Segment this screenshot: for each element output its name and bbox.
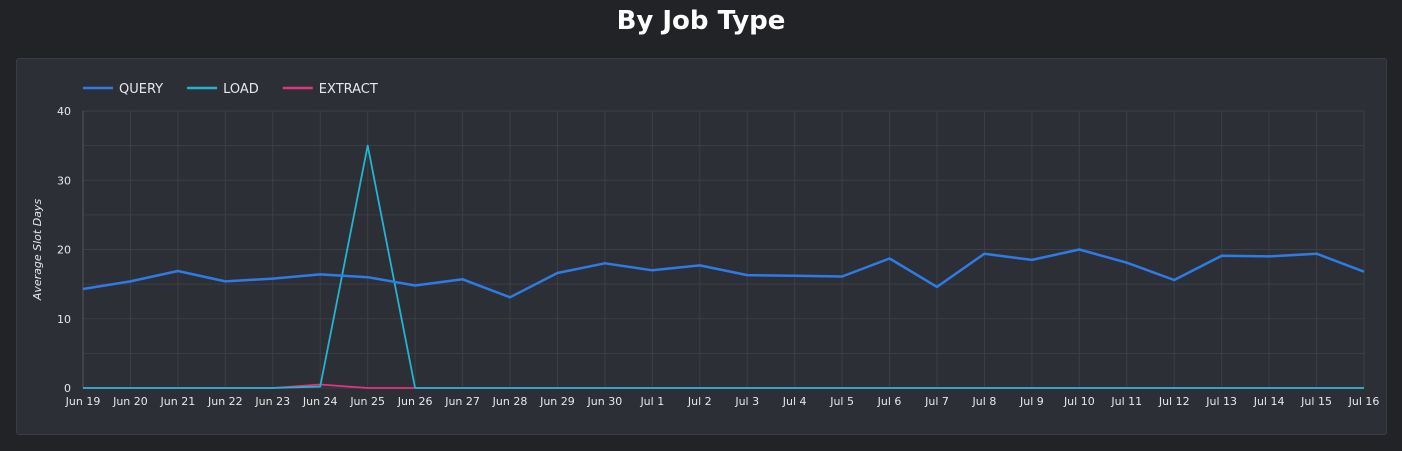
x-tick-label: Jul 7 bbox=[924, 395, 949, 408]
y-tick-label: 10 bbox=[57, 313, 71, 326]
x-tick-label: Jun 21 bbox=[160, 395, 196, 408]
x-tick-label: Jul 10 bbox=[1063, 395, 1095, 408]
x-tick-label: Jul 12 bbox=[1158, 395, 1190, 408]
chart-grid bbox=[82, 110, 1365, 389]
x-tick-label: Jul 4 bbox=[782, 395, 807, 408]
x-tick-label: Jun 24 bbox=[302, 395, 338, 408]
x-tick-label: Jul 5 bbox=[829, 395, 854, 408]
x-tick-label: Jul 3 bbox=[734, 395, 759, 408]
y-axis-title: Average Slot Days bbox=[31, 199, 44, 302]
legend-label: EXTRACT bbox=[319, 82, 378, 97]
series-line-load bbox=[83, 144, 1364, 389]
legend-item-query[interactable]: QUERY bbox=[83, 82, 163, 97]
x-tick-label: Jun 28 bbox=[492, 395, 528, 408]
x-tick-label: Jun 20 bbox=[112, 395, 148, 408]
y-tick-label: 40 bbox=[57, 105, 71, 118]
x-tick-label: Jul 6 bbox=[877, 395, 902, 408]
x-tick-label: Jun 23 bbox=[254, 395, 290, 408]
y-tick-label: 30 bbox=[57, 174, 71, 187]
x-tick-label: Jul 15 bbox=[1300, 395, 1332, 408]
y-tick-label: 20 bbox=[57, 244, 71, 257]
legend-label: QUERY bbox=[119, 82, 163, 97]
x-tick-label: Jun 27 bbox=[444, 395, 480, 408]
legend-item-load[interactable]: LOAD bbox=[187, 82, 259, 97]
chart-legend: QUERY LOAD EXTRACT bbox=[83, 82, 378, 97]
x-tick-label: Jul 16 bbox=[1348, 395, 1380, 408]
x-tick-label: Jun 22 bbox=[207, 395, 243, 408]
chart-panel: 0 10 20 30 40 Jun 19 Jun 20 Jun 21 Jun 22 Jun 23 J… bbox=[16, 58, 1387, 435]
y-tick-label: 0 bbox=[64, 382, 71, 395]
x-tick-label: Jul 14 bbox=[1253, 395, 1285, 408]
legend-item-extract[interactable]: EXTRACT bbox=[282, 82, 378, 97]
x-tick-label: Jul 11 bbox=[1110, 395, 1142, 408]
x-tick-label: Jun 25 bbox=[349, 395, 385, 408]
x-tick-label: Jul 2 bbox=[687, 395, 712, 408]
legend-label: LOAD bbox=[223, 82, 259, 97]
x-tick-label: Jul 1 bbox=[639, 395, 664, 408]
series-line-query bbox=[82, 248, 1365, 299]
chart-title: By Job Type bbox=[616, 6, 786, 36]
x-tick-label: Jul 13 bbox=[1205, 395, 1237, 408]
x-tick-label: Jul 8 bbox=[972, 395, 997, 408]
x-tick-label: Jun 19 bbox=[65, 395, 101, 408]
line-chart: 0 10 20 30 40 Jun 19 Jun 20 Jun 21 Jun 22 Jun 23 J… bbox=[31, 82, 1379, 408]
x-tick-label: Jun 26 bbox=[397, 395, 433, 408]
x-tick-label: Jun 29 bbox=[539, 395, 575, 408]
x-tick-label: Jun 30 bbox=[587, 395, 623, 408]
x-tick-label: Jul 9 bbox=[1019, 395, 1044, 408]
series-lines bbox=[82, 144, 1365, 389]
axis-labels: 0 10 20 30 40 Jun 19 Jun 20 Jun 21 Jun 22 Jun 23 J… bbox=[31, 105, 1379, 408]
